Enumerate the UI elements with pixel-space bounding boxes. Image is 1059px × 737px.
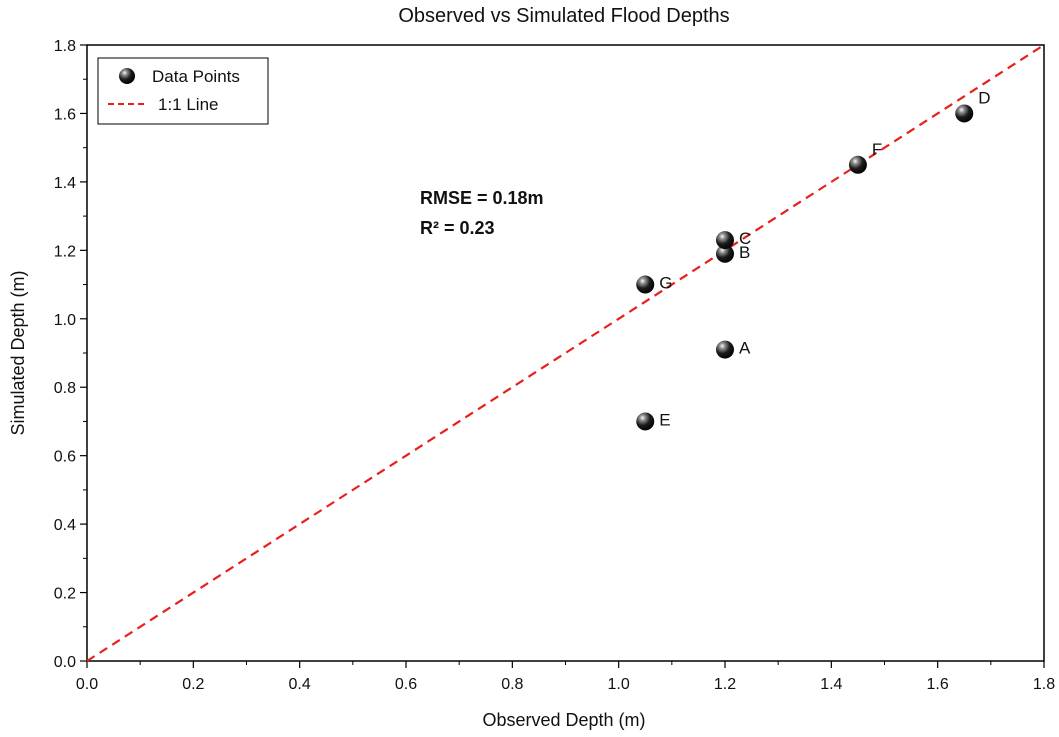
y-tick-label: 0.2 [54,586,76,603]
x-tick-label: 1.2 [714,676,736,693]
y-tick-label: 1.0 [54,312,76,329]
x-tick-label: 1.4 [820,676,842,693]
x-tick-label: 0.0 [76,676,98,693]
data-point-b [716,244,734,263]
data-point-g [636,275,655,294]
rmse-annotation: RMSE = 0.18m [420,188,544,208]
y-axis: 0.0 0.2 0.4 0.6 0.8 1.0 1.2 1.4 1.6 1.8 [54,38,87,671]
x-axis-label: Observed Depth (m) [482,710,645,730]
chart-title: Observed vs Simulated Flood Depths [398,5,729,27]
legend-label-line: 1:1 Line [158,95,219,114]
one-to-one-line [86,44,1045,662]
data-label-a: A [739,339,751,358]
legend-label-data-points: Data Points [152,67,240,86]
data-point-c [716,231,734,250]
data-point-e [636,412,655,431]
data-point-f [848,155,867,174]
data-label-b: B [739,243,750,262]
x-tick-label: 0.8 [501,676,523,693]
legend-box [97,57,269,125]
data-label-f: F [872,140,882,159]
y-tick-label: 1.4 [54,175,76,192]
y-tick-label: 1.6 [54,106,76,123]
r2-annotation: R² = 0.23 [420,218,495,238]
data-label-e: E [659,410,670,429]
x-tick-label: 1.6 [927,676,949,693]
y-tick-label: 0.8 [54,380,76,397]
x-tick-label: 0.2 [182,676,204,693]
data-point-d [955,104,974,123]
x-tick-label: 0.6 [395,676,417,693]
x-tick-label: 1.8 [1033,676,1055,693]
x-axis: 0.0 0.2 0.4 0.6 0.8 1.0 1.2 1.4 1.6 1.8 [76,661,1055,693]
y-tick-label: 0.6 [54,449,76,466]
one-to-one-line-path [86,44,1045,662]
legend-marker-data-points [119,68,135,84]
y-tick-label: 1.2 [54,243,76,260]
y-tick-label: 0.0 [54,654,76,671]
x-tick-label: 0.4 [289,676,311,693]
data-label-g: G [659,274,672,293]
data-points: A BC D E F G [636,88,991,431]
data-point-a [716,340,734,359]
data-label-c: C [739,229,751,248]
y-tick-label: 1.8 [54,38,76,55]
y-tick-label: 0.4 [54,517,76,534]
y-axis-label: Simulated Depth (m) [8,270,28,435]
x-tick-label: 1.0 [608,676,630,693]
legend: Data Points 1:1 Line [97,57,269,125]
data-label-d: D [978,88,990,107]
